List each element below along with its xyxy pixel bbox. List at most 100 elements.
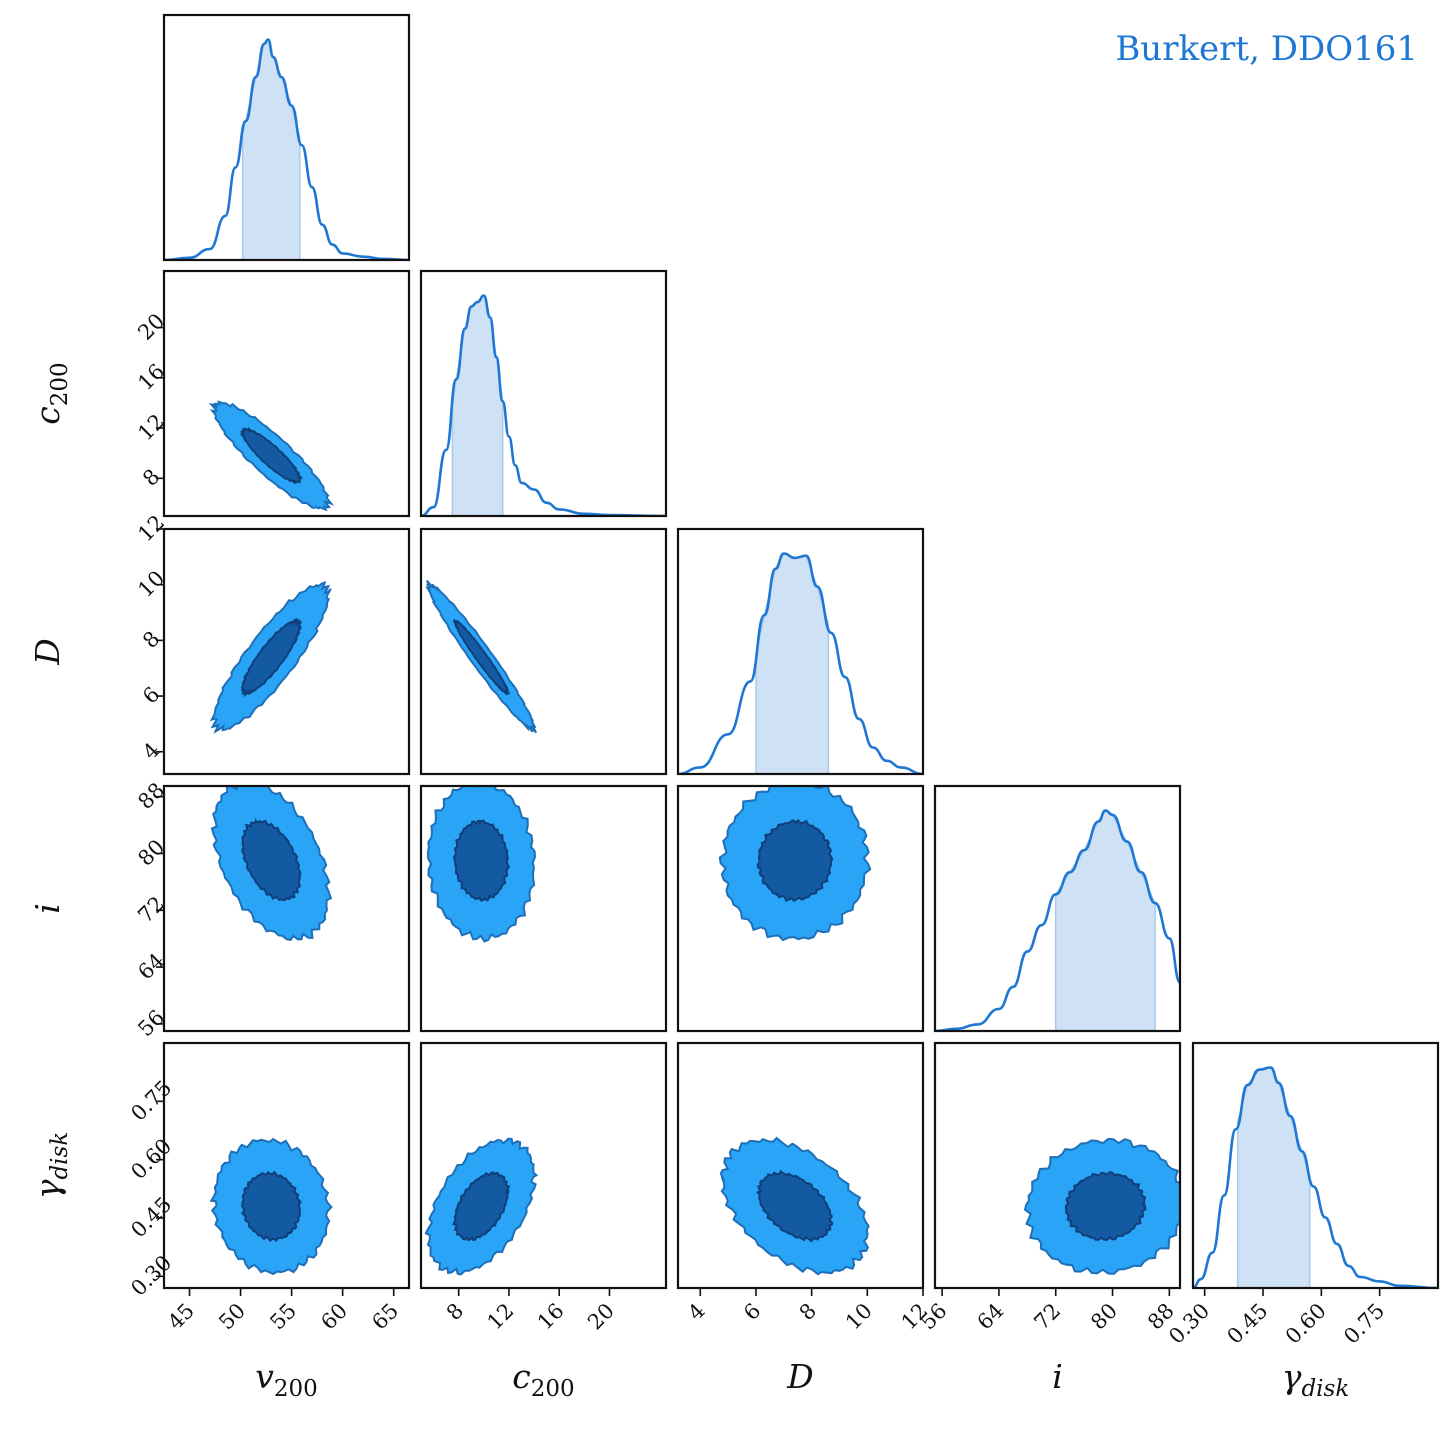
x-tick-label: 60	[316, 1299, 352, 1335]
x-tick-label: 8	[795, 1299, 821, 1325]
y-tick-label: 4	[138, 738, 164, 764]
contour-1sigma	[239, 426, 304, 485]
x-tick-label: 72	[1029, 1299, 1065, 1335]
x-tick-label: 56	[916, 1299, 952, 1335]
y-axis-label-gamma_disk: γdisk	[28, 1132, 73, 1200]
contour-1sigma	[452, 1171, 511, 1241]
joint-panel-D-gamma_disk: 4 6 8 10 12D	[676, 1041, 933, 1396]
axis-label-subscript: 200	[531, 1376, 575, 1402]
x-tick-label: 10	[841, 1299, 877, 1335]
y-axis-label-i: i	[28, 903, 67, 914]
axis-label-main: c	[512, 1357, 530, 1396]
x-tick-label: 50	[214, 1299, 250, 1335]
x-tick-label: 0.30	[1164, 1299, 1214, 1349]
panel-frame	[162, 784, 411, 1033]
marginal-panel-i	[933, 784, 1182, 1033]
x-axis-label-i: i	[1052, 1357, 1063, 1396]
x-axis-label-gamma_disk: γdisk	[1282, 1357, 1350, 1402]
axis-label-subscript: disk	[47, 1132, 73, 1180]
contour-1sigma	[240, 617, 303, 698]
axis-label-main: D	[28, 638, 67, 665]
x-tick-label: 64	[973, 1299, 1009, 1335]
x-tick-label: 0.75	[1339, 1299, 1389, 1349]
marginal-density-line	[421, 294, 666, 516]
credible-interval-band	[1236, 1066, 1311, 1288]
marginal-density-line	[678, 552, 923, 774]
panel-frame	[162, 269, 411, 518]
panel-frame	[933, 784, 1182, 1033]
panel-frame	[1191, 1041, 1440, 1290]
y-tick-label: 8	[138, 464, 164, 490]
x-tick-label: 20	[583, 1299, 619, 1335]
joint-panel-c200-i	[419, 784, 668, 1033]
joint-panel-D-i	[676, 784, 925, 1033]
contour-1sigma	[756, 1169, 834, 1243]
y-tick-label: 0.45	[126, 1192, 176, 1242]
panel-frame	[933, 1041, 1182, 1290]
x-tick-label: 80	[1086, 1299, 1122, 1335]
marginal-density-line	[935, 809, 1180, 1031]
panel-frame	[419, 1041, 668, 1290]
contour-1sigma	[453, 819, 510, 902]
y-axis-label-c200: c200	[28, 362, 73, 424]
x-axis-label-D: D	[786, 1357, 813, 1396]
panel-frame	[419, 527, 668, 776]
contour-1sigma	[756, 818, 834, 903]
y-tick-label: 6	[138, 682, 164, 708]
axis-label-subscript: disk	[1301, 1376, 1349, 1402]
panel-frame	[162, 13, 411, 262]
contour-1sigma	[240, 1170, 302, 1243]
panel-frame	[676, 1041, 925, 1290]
x-tick-label: 8	[442, 1299, 468, 1325]
joint-panel-v200-gamma_disk: 45 50 55 60 65 v200 0.30 0.45 0.60 0.75 γdisk	[28, 1041, 411, 1402]
x-tick-label: 45	[163, 1299, 199, 1335]
x-tick-label: 4	[683, 1299, 709, 1325]
x-axis-label-c200: c200	[512, 1357, 574, 1402]
y-axis-label-D: D	[28, 638, 67, 665]
marginal-density-line	[164, 38, 409, 260]
panel-frame	[419, 269, 668, 518]
marginal-panel-v200	[162, 13, 411, 262]
legend-label: Burkert, DDO161	[1115, 29, 1418, 69]
y-tick-label: 0.75	[126, 1076, 176, 1126]
panel-frame	[676, 784, 925, 1033]
axis-label-main: γ	[28, 1179, 67, 1199]
panel-frame	[162, 527, 411, 776]
axis-label-main: i	[1052, 1357, 1063, 1396]
axis-label-main: γ	[1282, 1357, 1302, 1396]
marginal-density-line	[1193, 1066, 1438, 1288]
credible-interval-band	[1054, 809, 1156, 1031]
y-tick-label: 0.60	[126, 1134, 176, 1184]
axis-label-subscript: 200	[47, 362, 73, 406]
joint-panel-i-gamma_disk: 56 64 72 80 88i	[916, 1041, 1182, 1396]
x-tick-label: 12	[483, 1299, 519, 1335]
joint-panel-c200-D	[419, 527, 668, 776]
credible-interval-band	[451, 294, 504, 516]
panel-frame	[676, 527, 925, 776]
axis-label-main: D	[786, 1357, 813, 1396]
panel-frame	[419, 784, 668, 1033]
y-tick-label: 0.30	[126, 1251, 176, 1301]
x-tick-label: 0.60	[1281, 1299, 1331, 1349]
marginal-panel-gamma_disk: 0.30 0.45 0.60 0.75 γdisk	[1164, 1041, 1440, 1402]
x-tick-label: 6	[739, 1299, 765, 1325]
x-tick-label: 0.45	[1222, 1299, 1272, 1349]
axis-label-subscript: 200	[274, 1376, 318, 1402]
contour-1sigma	[240, 817, 302, 902]
x-axis-label-v200: v200	[255, 1357, 318, 1402]
marginal-panel-c200	[419, 269, 668, 518]
marginal-panel-D	[676, 527, 925, 776]
panel-frame	[162, 1041, 411, 1290]
x-tick-label: 65	[367, 1299, 403, 1335]
credible-interval-band	[241, 38, 301, 260]
axis-label-main: c	[28, 406, 67, 424]
contour-1sigma	[1064, 1171, 1147, 1242]
x-tick-label: 16	[533, 1299, 569, 1335]
axis-label-main: v	[255, 1357, 274, 1396]
x-tick-label: 55	[265, 1299, 301, 1335]
